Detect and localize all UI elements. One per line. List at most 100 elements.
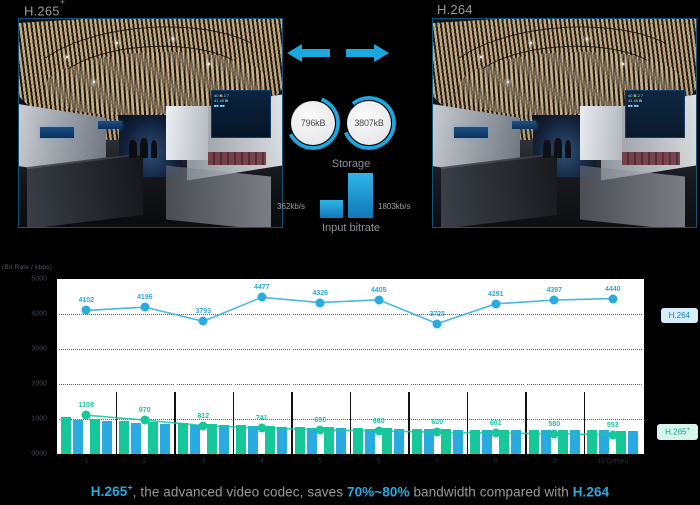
data-point xyxy=(81,305,91,315)
y-axis-tick: 4000 xyxy=(31,310,47,318)
person xyxy=(553,137,562,159)
legend-h264: H.264 xyxy=(660,308,698,323)
airport-scene-h264: 40 B 2 7 41 45 B ■■ ■■ xyxy=(433,19,696,227)
data-label: 690 xyxy=(314,416,327,424)
data-point xyxy=(432,319,442,329)
storage-gauge-h265: 796kB xyxy=(286,96,340,150)
data-label: 812 xyxy=(197,412,210,420)
bar-h265 xyxy=(557,430,568,454)
header-h265-text: H.265 xyxy=(24,3,60,19)
bar-h265 xyxy=(236,425,247,454)
person xyxy=(543,139,552,159)
bar-h264 xyxy=(218,425,229,454)
bar-h265 xyxy=(294,426,305,454)
data-label: 741 xyxy=(255,415,268,423)
data-label: 601 xyxy=(489,419,502,427)
level-divider-lower xyxy=(525,392,527,454)
walkway-right xyxy=(580,165,686,227)
video-panel-h264: 40 B 2 7 41 45 B ■■ ■■ xyxy=(432,18,697,228)
bar-h264 xyxy=(335,428,346,454)
bar-h265 xyxy=(382,428,393,454)
bar-h265 xyxy=(528,429,539,454)
x-axis-tick: 2 xyxy=(142,458,147,465)
data-label: 4405 xyxy=(370,286,387,294)
seating-row xyxy=(622,152,681,165)
bar-h264 xyxy=(277,427,288,454)
data-point xyxy=(140,415,150,425)
storage-gauge-h264: 3807kB xyxy=(342,96,396,150)
data-point xyxy=(491,299,501,309)
bar-h264 xyxy=(394,428,405,454)
level-divider xyxy=(174,279,176,454)
bar-h265 xyxy=(616,430,627,454)
flight-info-board: 40 B 2 7 41 45 B ■■ ■■ xyxy=(625,89,686,138)
level-divider-lower xyxy=(115,392,117,454)
x-axis-tick: 8 xyxy=(493,458,498,465)
caption-end: H.264 xyxy=(572,484,610,499)
data-point xyxy=(257,292,267,302)
level-divider xyxy=(232,279,234,454)
x-axis-tick: 7 xyxy=(435,458,440,465)
bar-h264 xyxy=(365,428,376,454)
bitrate-bar-h264 xyxy=(348,173,373,218)
level-divider xyxy=(57,279,59,454)
level-divider xyxy=(408,279,410,454)
header-h265-sup: + xyxy=(59,0,66,7)
ceiling-light xyxy=(480,56,483,59)
caption-lead-text: H.265 xyxy=(90,484,128,499)
bar-h265 xyxy=(148,421,159,454)
data-point xyxy=(315,298,325,308)
bar-h264 xyxy=(482,429,493,454)
arrow-right-icon xyxy=(346,44,389,62)
bar-h264 xyxy=(540,430,551,454)
bar-h265 xyxy=(440,429,451,454)
sign-mid xyxy=(511,120,536,130)
ceiling-light xyxy=(92,81,95,84)
y-axis-tick: 0000 xyxy=(31,450,47,458)
legend-h265: H.265+ xyxy=(657,424,698,440)
y-axis-tick: 2000 xyxy=(31,380,47,388)
person xyxy=(150,139,158,159)
gauge-value-h265: 796kB xyxy=(291,101,335,145)
level-divider-lower xyxy=(174,392,176,454)
data-point xyxy=(549,295,559,305)
data-label: 970 xyxy=(138,407,151,415)
walkway-left xyxy=(440,153,557,227)
person xyxy=(139,137,148,159)
level-divider-lower xyxy=(232,392,234,454)
data-label: 4477 xyxy=(253,284,270,292)
ceiling-light xyxy=(116,41,119,44)
person xyxy=(564,139,572,159)
level-divider-lower xyxy=(466,392,468,454)
x-axis-tick: 6 xyxy=(376,458,381,465)
y-axis-tick: 5000 xyxy=(31,275,47,283)
data-point xyxy=(257,423,267,433)
bar-h264 xyxy=(248,426,259,454)
caption-lead-sup: + xyxy=(127,482,133,493)
data-point xyxy=(608,294,618,304)
x-axis-tick: 1 xyxy=(84,458,89,465)
data-label: 4326 xyxy=(312,289,329,297)
bar-h264 xyxy=(423,429,434,454)
bitrate-comparison-chart: (Bit Rate / kbps) 5000 4000 3000 2000 1000 00… xyxy=(0,246,700,478)
data-label: 4196 xyxy=(136,294,153,302)
y-axis-tick: 3000 xyxy=(31,345,47,353)
arrow-left-icon xyxy=(287,44,330,62)
pillar xyxy=(580,106,623,161)
level-divider xyxy=(349,279,351,454)
bar-h265 xyxy=(353,427,364,454)
bar-h264 xyxy=(628,430,639,454)
caption-mid: , the advanced video codec, saves xyxy=(132,484,347,499)
walkway-left xyxy=(26,153,143,227)
header-h264-label: H.264 xyxy=(437,2,473,17)
bar-h264 xyxy=(189,424,200,454)
ceiling-light xyxy=(622,62,625,65)
level-divider xyxy=(583,279,585,454)
video-panel-h265: 40 B 2 7 41 45 B ■■ ■■ xyxy=(18,18,283,228)
sign-left xyxy=(454,127,489,138)
level-divider-lower xyxy=(408,392,410,454)
bar-h265 xyxy=(323,427,334,454)
legend-h265-sup: + xyxy=(686,427,690,433)
level-divider xyxy=(466,279,468,454)
bar-h264 xyxy=(599,430,610,454)
